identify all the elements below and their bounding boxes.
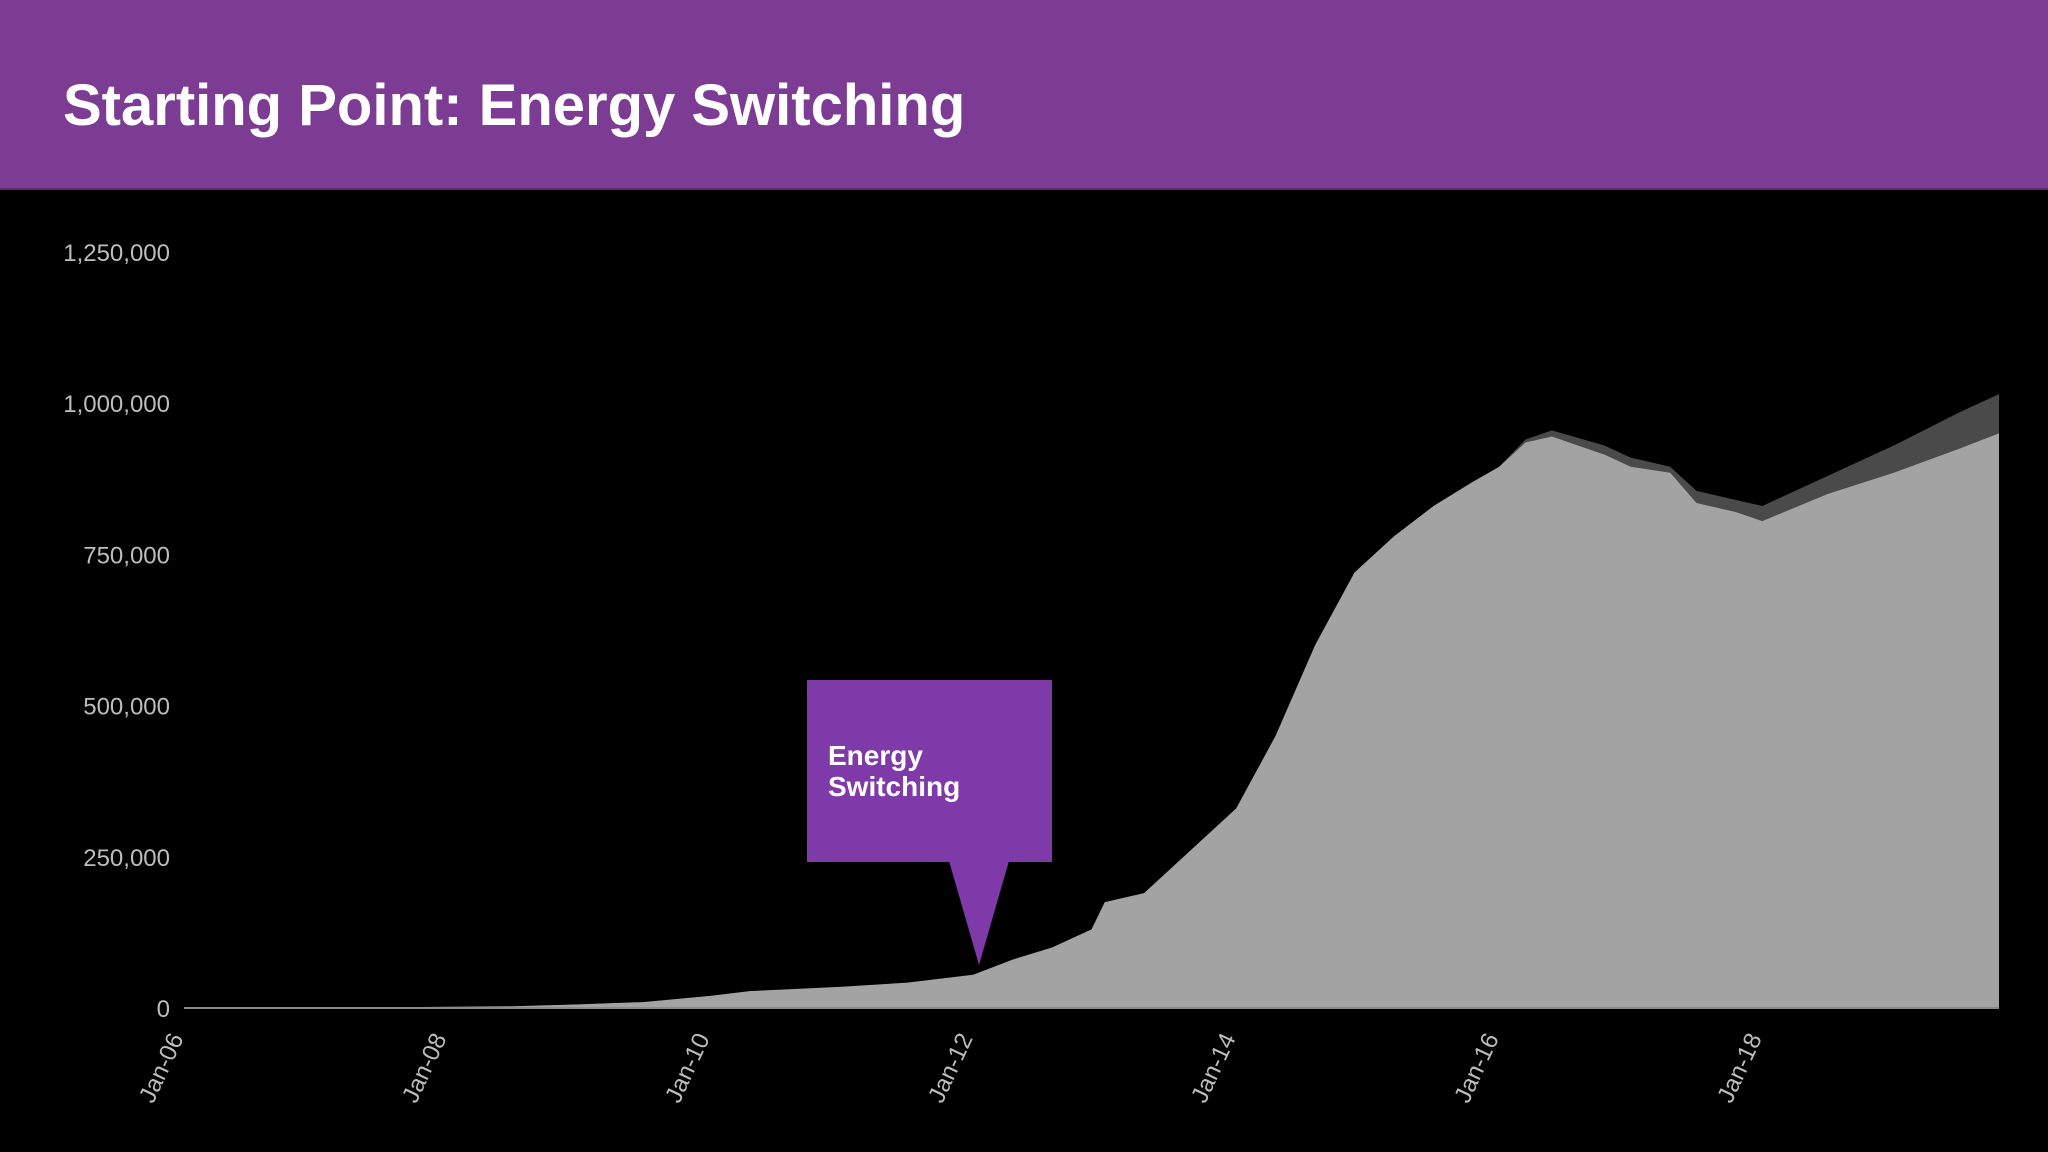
x-tick-label: Jan-16 — [1449, 1029, 1504, 1107]
y-tick-label: 0 — [157, 996, 170, 1023]
y-tick-label: 1,000,000 — [63, 391, 170, 418]
callout-box: Energy Switching — [807, 680, 1052, 862]
area-chart: 0 250,000 500,000 750,000 1,000,000 1,250,000… — [63, 240, 1999, 1107]
x-axis: Jan-06 Jan-08 Jan-10 Jan-12 Jan-14 Jan-16 Jan-… — [134, 1029, 1768, 1107]
y-tick-label: 500,000 — [83, 694, 170, 721]
x-tick-label: Jan-14 — [1186, 1029, 1241, 1107]
x-tick-label: Jan-08 — [397, 1029, 452, 1107]
x-tick-label: Jan-06 — [134, 1029, 189, 1107]
area-series-main — [184, 433, 1999, 1008]
x-tick-label: Jan-12 — [923, 1029, 978, 1107]
plot-area — [184, 394, 1999, 1009]
x-tick-label: Jan-18 — [1712, 1029, 1767, 1107]
x-tick-label: Jan-10 — [660, 1029, 715, 1107]
y-tick-label: 750,000 — [83, 542, 170, 569]
callout-pointer — [949, 861, 1009, 965]
title-bar: Starting Point: Energy Switching — [0, 0, 2048, 190]
chart-area: 0 250,000 500,000 750,000 1,000,000 1,250,000… — [0, 192, 2048, 1152]
slide-title: Starting Point: Energy Switching — [63, 73, 966, 138]
callout-label: Energy Switching — [828, 740, 961, 802]
y-axis: 0 250,000 500,000 750,000 1,000,000 1,250,000 — [63, 240, 170, 1023]
y-tick-label: 250,000 — [83, 845, 170, 872]
y-tick-label: 1,250,000 — [63, 240, 170, 267]
